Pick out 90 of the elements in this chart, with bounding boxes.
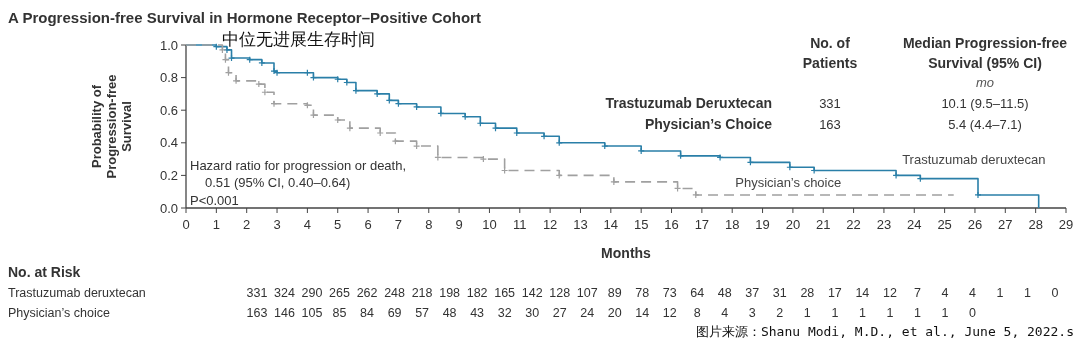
x-tick-label: 19 xyxy=(755,217,770,232)
y-tick-label: 1.0 xyxy=(159,37,178,53)
x-tick-label: 15 xyxy=(633,217,649,232)
point xyxy=(513,129,521,137)
x-tick-label: 8 xyxy=(425,217,433,232)
annotation: mo xyxy=(975,75,995,90)
point xyxy=(270,100,278,108)
text: Trastuzumab deruxtecan xyxy=(8,286,146,300)
x-tick-label: 16 xyxy=(664,217,679,232)
point xyxy=(255,80,263,88)
x-tick-label: 21 xyxy=(816,217,831,232)
point xyxy=(232,77,240,85)
text: 图片来源：Shanu Modi, M.D., et al., June 5, 2022.s xyxy=(695,324,1074,339)
point xyxy=(270,67,278,75)
x-tick-label: 23 xyxy=(876,217,892,232)
point xyxy=(273,69,281,77)
point xyxy=(637,147,645,155)
annotation: Physician’s Choice xyxy=(644,116,773,132)
x-tick-label: 5 xyxy=(334,217,342,232)
series-label: Trastuzumab deruxtecan xyxy=(902,152,1046,168)
x-tick-label: 6 xyxy=(364,217,372,232)
point xyxy=(261,88,269,96)
x-tick-label: 17 xyxy=(694,217,710,232)
chart-subtitle: 中位无进展生存时间 xyxy=(222,30,375,49)
point xyxy=(413,103,421,111)
y-tick-label: 0.4 xyxy=(159,135,178,151)
point xyxy=(218,46,227,54)
x-tick-label: 18 xyxy=(724,217,740,232)
x-tick-label: 13 xyxy=(573,217,588,232)
x-tick-label: 25 xyxy=(937,217,952,232)
x-tick-label: 28 xyxy=(1028,217,1043,232)
annotation: 0.51 (95% CI, 0.40–0.64) xyxy=(205,175,351,190)
y-axis-title: Probability of Progression-free Survival xyxy=(89,74,134,179)
x-tick-label: 7 xyxy=(394,217,403,232)
y-tick-label: 0.6 xyxy=(159,102,178,118)
x-tick-label: 22 xyxy=(846,217,861,232)
point xyxy=(434,153,442,162)
annotation: 163 xyxy=(819,117,841,132)
point xyxy=(540,132,548,140)
x-tick-label: 4 xyxy=(303,217,311,232)
text: Physician’s choice xyxy=(8,306,110,320)
point xyxy=(786,163,794,171)
x-tick-label: 9 xyxy=(455,217,463,232)
point xyxy=(227,54,236,62)
x-tick-label: 11 xyxy=(513,217,527,232)
x-tick-label: 0 xyxy=(182,217,190,232)
point xyxy=(479,155,487,163)
point xyxy=(892,171,900,179)
point xyxy=(346,124,354,132)
annotation: Trastuzumab Deruxtecan xyxy=(605,95,772,111)
text: 331 324 290 265 262 248 218 198 182 165 142 128 107 89 78 73 64 48 37 31 28 17 14 12 7 4 4 1 1 0 xyxy=(246,286,1059,300)
y-tick-label: 0.8 xyxy=(159,70,178,86)
x-axis-title: Months xyxy=(601,245,652,261)
point xyxy=(692,191,700,199)
point xyxy=(601,142,609,150)
x-tick-label: 24 xyxy=(907,217,922,232)
chart-title: A Progression-free Survival in Hormone Receptor–Positive Cohort xyxy=(8,9,481,26)
annotation: 331 xyxy=(819,96,841,111)
y-tick-label: 0.0 xyxy=(159,200,178,216)
annotation: Median Progression-free Survival (95% CI) xyxy=(902,35,1068,71)
point xyxy=(974,191,982,199)
point xyxy=(491,124,500,132)
x-tick-label: 3 xyxy=(273,217,281,232)
x-tick-label: 10 xyxy=(482,217,497,232)
point xyxy=(413,142,421,150)
x-tick-label: 2 xyxy=(243,217,251,232)
point xyxy=(610,178,618,186)
series-label: Physician’s choice xyxy=(735,175,842,191)
point xyxy=(258,59,266,67)
point xyxy=(334,116,342,124)
point xyxy=(352,87,360,95)
annotation: 5.4 (4.4–7.1) xyxy=(948,117,1022,132)
x-tick-label: 1 xyxy=(212,217,220,232)
x-tick-label: 26 xyxy=(967,217,983,232)
text: 163 146 105 85 84 69 57 48 43 32 30 27 24 20 14 12 8 4 3 2 1 1 1 1 1 1 0 xyxy=(246,306,976,320)
y-tick-label: 0.2 xyxy=(159,167,178,183)
annotation: Hazard ratio for progression or death, xyxy=(190,158,407,173)
x-tick-label: 29 xyxy=(1058,217,1074,232)
annotation: 10.1 (9.5–11.5) xyxy=(941,96,1029,111)
x-tick-label: 14 xyxy=(603,217,619,232)
x-tick-label: 12 xyxy=(542,217,558,232)
point xyxy=(716,153,724,162)
annotation: P<0.001 xyxy=(190,193,239,208)
annotation: No. of Patients xyxy=(802,35,858,71)
x-tick-label: 20 xyxy=(785,217,801,232)
point xyxy=(376,129,384,137)
text: No. at Risk xyxy=(8,264,81,280)
x-tick-label: 27 xyxy=(998,217,1013,232)
point xyxy=(373,90,381,98)
point xyxy=(437,109,445,118)
